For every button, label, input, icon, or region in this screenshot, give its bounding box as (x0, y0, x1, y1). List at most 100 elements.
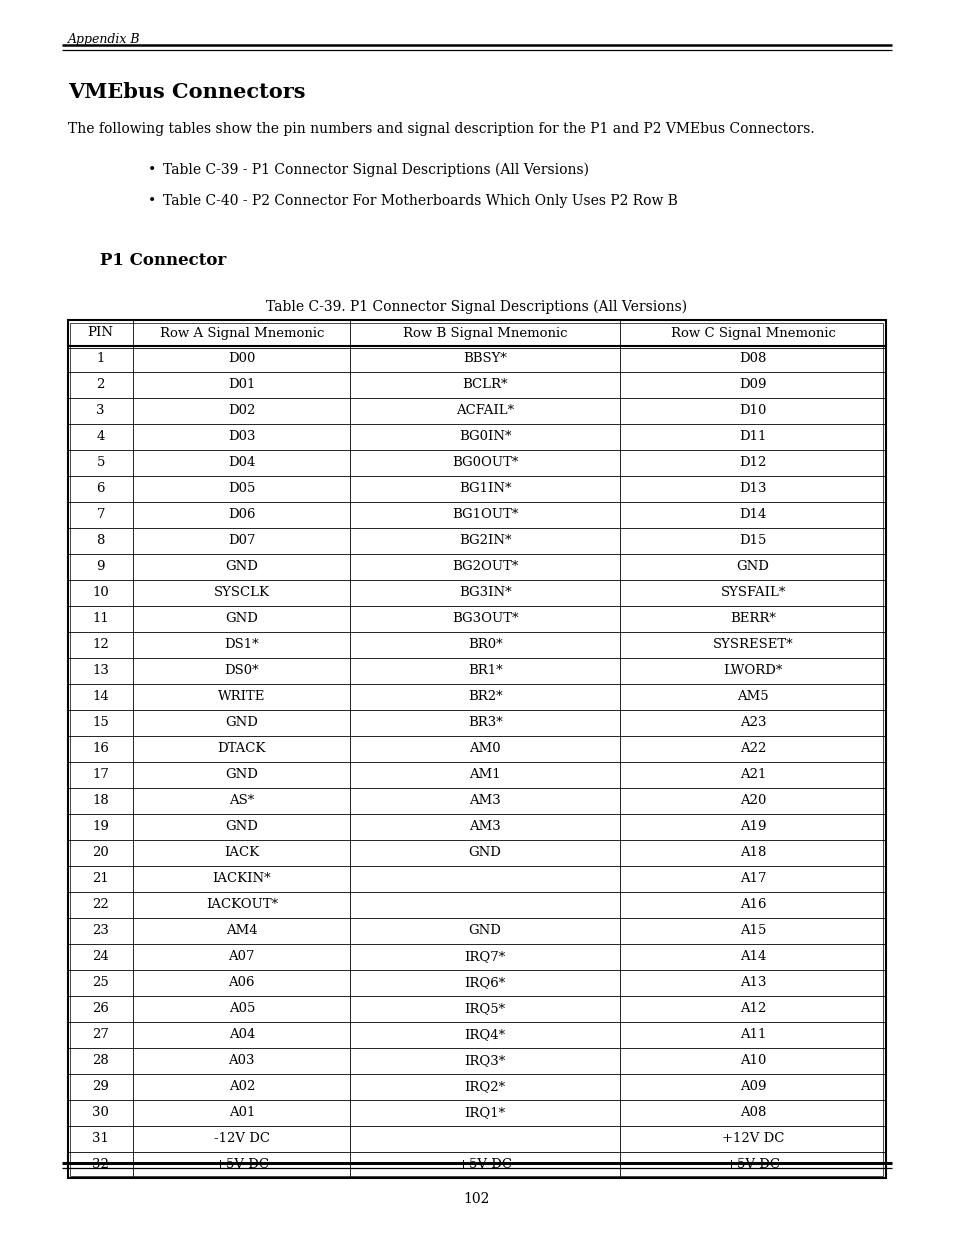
Text: D04: D04 (228, 457, 255, 469)
Text: A10: A10 (740, 1055, 765, 1067)
Text: Row A Signal Mnemonic: Row A Signal Mnemonic (159, 326, 324, 340)
Text: A07: A07 (229, 951, 254, 963)
Text: IRQ1*: IRQ1* (464, 1107, 505, 1119)
Text: BR2*: BR2* (467, 690, 502, 704)
Text: A12: A12 (740, 1003, 765, 1015)
Text: BR1*: BR1* (467, 664, 502, 678)
Text: D13: D13 (739, 483, 766, 495)
Text: A06: A06 (229, 977, 254, 989)
Text: Appendix B: Appendix B (68, 33, 140, 46)
Text: PIN: PIN (88, 326, 113, 340)
Text: VMEbus Connectors: VMEbus Connectors (68, 82, 305, 103)
Text: -12V DC: -12V DC (213, 1132, 270, 1146)
Text: 12: 12 (92, 638, 109, 652)
Text: Row B Signal Mnemonic: Row B Signal Mnemonic (402, 326, 567, 340)
Text: SYSFAIL*: SYSFAIL* (720, 587, 785, 599)
Text: IACKOUT*: IACKOUT* (206, 899, 277, 911)
Text: 10: 10 (92, 587, 109, 599)
Text: A11: A11 (740, 1029, 765, 1041)
Text: GND: GND (468, 846, 501, 860)
Text: BG0IN*: BG0IN* (458, 431, 511, 443)
Text: BG1IN*: BG1IN* (458, 483, 511, 495)
Bar (71, 322, 882, 1176)
Text: 21: 21 (92, 872, 109, 885)
Text: 8: 8 (96, 535, 105, 547)
Text: AM3: AM3 (469, 794, 500, 808)
Text: D12: D12 (739, 457, 766, 469)
Text: 19: 19 (92, 820, 109, 834)
Text: +5V DC: +5V DC (457, 1158, 512, 1172)
Text: BBSY*: BBSY* (463, 352, 507, 366)
Text: BG3IN*: BG3IN* (458, 587, 511, 599)
Text: 17: 17 (92, 768, 109, 782)
Text: A22: A22 (740, 742, 765, 756)
Text: GND: GND (225, 613, 258, 625)
Text: D07: D07 (228, 535, 255, 547)
Text: D11: D11 (739, 431, 766, 443)
Text: +5V DC: +5V DC (725, 1158, 780, 1172)
Text: •: • (148, 194, 156, 207)
Text: 25: 25 (92, 977, 109, 989)
Text: A15: A15 (740, 925, 765, 937)
Text: 15: 15 (92, 716, 109, 730)
Text: 24: 24 (92, 951, 109, 963)
Text: BG0OUT*: BG0OUT* (452, 457, 517, 469)
Text: BCLR*: BCLR* (462, 378, 507, 391)
Text: GND: GND (225, 768, 258, 782)
Text: Table C-39 - P1 Connector Signal Descriptions (All Versions): Table C-39 - P1 Connector Signal Descrip… (163, 163, 588, 178)
Text: 5: 5 (96, 457, 105, 469)
Text: A21: A21 (740, 768, 765, 782)
Text: 11: 11 (92, 613, 109, 625)
Text: D03: D03 (228, 431, 255, 443)
Text: GND: GND (736, 561, 769, 573)
Text: AM1: AM1 (469, 768, 500, 782)
Text: 32: 32 (92, 1158, 109, 1172)
Text: DS0*: DS0* (224, 664, 259, 678)
Text: A05: A05 (229, 1003, 254, 1015)
Text: GND: GND (225, 820, 258, 834)
Text: 4: 4 (96, 431, 105, 443)
Text: A14: A14 (740, 951, 765, 963)
Text: +5V DC: +5V DC (214, 1158, 269, 1172)
Text: D09: D09 (739, 378, 766, 391)
Text: BG2IN*: BG2IN* (458, 535, 511, 547)
Text: 23: 23 (92, 925, 109, 937)
Text: LWORD*: LWORD* (722, 664, 782, 678)
Text: WRITE: WRITE (218, 690, 265, 704)
Text: 9: 9 (96, 561, 105, 573)
Text: IRQ2*: IRQ2* (464, 1081, 505, 1093)
Text: DTACK: DTACK (217, 742, 266, 756)
Text: ACFAIL*: ACFAIL* (456, 405, 514, 417)
Text: IRQ5*: IRQ5* (464, 1003, 505, 1015)
Text: 30: 30 (92, 1107, 109, 1119)
Text: 13: 13 (92, 664, 109, 678)
Text: 14: 14 (92, 690, 109, 704)
Text: D14: D14 (739, 509, 766, 521)
Text: Row C Signal Mnemonic: Row C Signal Mnemonic (670, 326, 835, 340)
Text: SYSCLK: SYSCLK (213, 587, 270, 599)
Text: AM4: AM4 (226, 925, 257, 937)
Text: 26: 26 (92, 1003, 109, 1015)
Text: BG3OUT*: BG3OUT* (452, 613, 517, 625)
Text: DS1*: DS1* (224, 638, 259, 652)
Text: A02: A02 (229, 1081, 254, 1093)
Text: 28: 28 (92, 1055, 109, 1067)
Text: D00: D00 (228, 352, 255, 366)
Text: 18: 18 (92, 794, 109, 808)
Text: BR3*: BR3* (467, 716, 502, 730)
Text: SYSRESET*: SYSRESET* (712, 638, 793, 652)
Text: D01: D01 (228, 378, 255, 391)
Text: IACK: IACK (224, 846, 259, 860)
Text: D10: D10 (739, 405, 766, 417)
Text: D06: D06 (228, 509, 255, 521)
Text: A19: A19 (739, 820, 765, 834)
Text: P1 Connector: P1 Connector (100, 252, 226, 269)
Text: The following tables show the pin numbers and signal description for the P1 and : The following tables show the pin number… (68, 122, 814, 136)
Text: IRQ7*: IRQ7* (464, 951, 505, 963)
Text: IRQ6*: IRQ6* (464, 977, 505, 989)
Text: D08: D08 (739, 352, 766, 366)
Text: D15: D15 (739, 535, 766, 547)
Text: 102: 102 (463, 1192, 490, 1207)
Text: 1: 1 (96, 352, 105, 366)
Text: IRQ3*: IRQ3* (464, 1055, 505, 1067)
